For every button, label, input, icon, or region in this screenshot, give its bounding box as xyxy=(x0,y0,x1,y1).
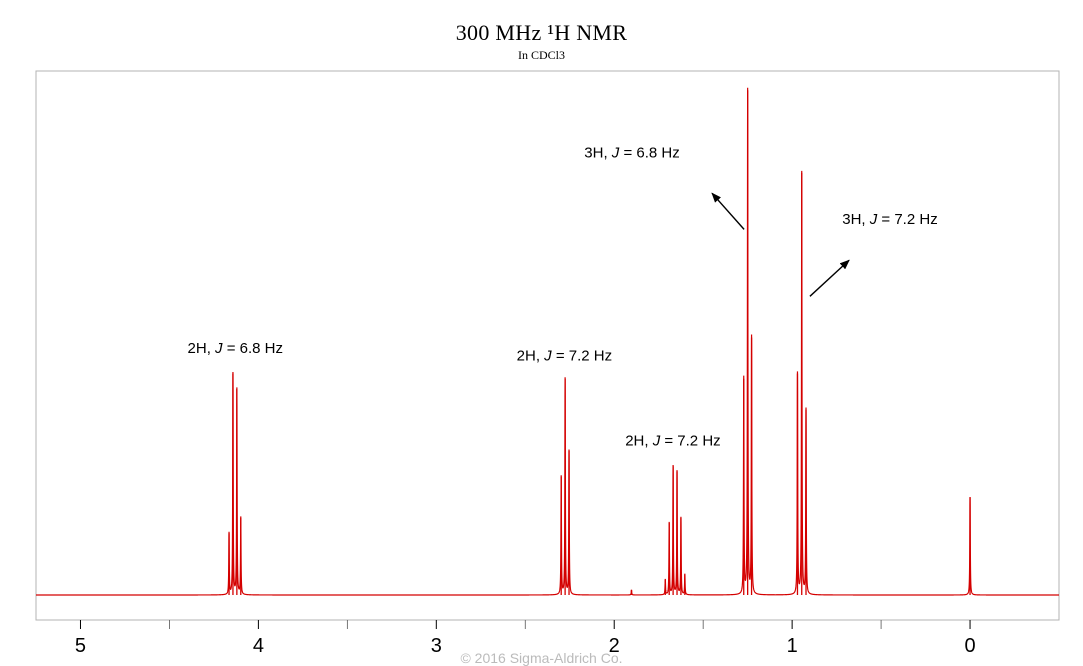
annotation-arrow-0 xyxy=(711,192,745,230)
x-tick-label: 2 xyxy=(609,635,620,657)
x-tick-label: 0 xyxy=(964,635,975,657)
annotation-arrow-1 xyxy=(809,259,850,297)
spectrum-trace xyxy=(36,87,1059,596)
chart-subtitle: In CDCl3 xyxy=(517,48,565,62)
x-tick-label: 4 xyxy=(253,635,264,657)
x-tick-label: 5 xyxy=(75,635,86,657)
coupling-annotation-2: 2H, J = 7.2 Hz xyxy=(625,433,720,450)
coupling-annotation-3: 3H, J = 6.8 Hz xyxy=(584,144,679,161)
chart-title: 300 MHz ¹H NMR xyxy=(455,20,628,45)
coupling-annotation-4: 3H, J = 7.2 Hz xyxy=(842,211,937,228)
coupling-annotation-0: 2H, J = 6.8 Hz xyxy=(188,340,283,357)
x-tick-label: 3 xyxy=(431,635,442,657)
coupling-annotation-1: 2H, J = 7.2 Hz xyxy=(517,348,612,365)
x-tick-label: 1 xyxy=(787,635,798,657)
plot-frame xyxy=(35,70,1060,621)
